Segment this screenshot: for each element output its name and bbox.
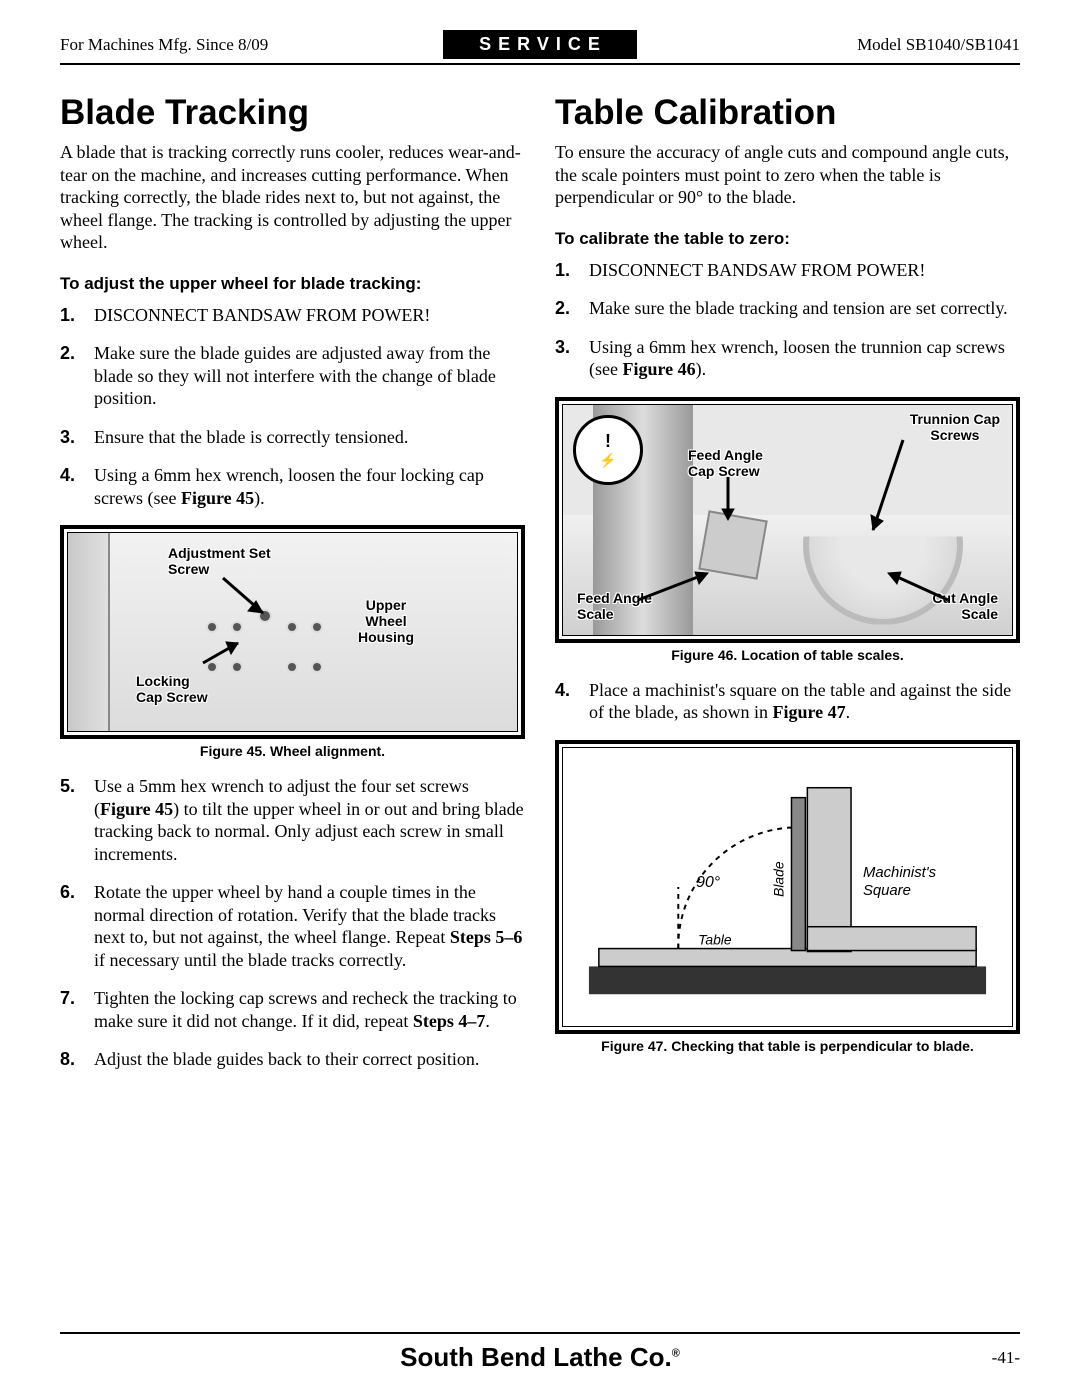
left-column: Blade Tracking A blade that is tracking … (60, 93, 525, 1087)
arrow-icon (713, 475, 743, 525)
step-6-text-a: Rotate the upper wheel by hand a couple … (94, 882, 496, 947)
step-2: Make sure the blade guides are adjusted … (60, 342, 525, 410)
step-4-text-c: ). (254, 488, 265, 508)
step-8: Adjust the blade guides back to their co… (60, 1048, 525, 1071)
figure-45-image: Adjustment Set Screw Upper Wheel Housing… (67, 532, 518, 732)
arrow-icon (218, 573, 278, 623)
figure-45-box: Adjustment Set Screw Upper Wheel Housing… (60, 525, 525, 739)
blade-tracking-steps: DISCONNECT BANDSAW FROM POWER! Make sure… (60, 304, 525, 510)
figure-46-caption: Figure 46. Location of table scales. (555, 647, 1020, 663)
arrow-icon (198, 638, 248, 668)
figure-47-image: 90° Blade Machinist's Square Table (562, 747, 1013, 1027)
tc-step-3-text-c: ). (696, 359, 707, 379)
figure-45-ref-b: Figure 45 (100, 799, 173, 819)
fig46-label-trunnion: Trunnion Cap Screws (910, 411, 1000, 443)
right-column: Table Calibration To ensure the accuracy… (555, 93, 1020, 1087)
figure-46-box: ! ⚡ Trunnion Cap Screws Feed Angle Cap S… (555, 397, 1020, 643)
step-6: Rotate the upper wheel by hand a couple … (60, 881, 525, 971)
header-left: For Machines Mfg. Since 8/09 (60, 35, 443, 55)
step-6-text-c: if necessary until the blade tracks corr… (94, 950, 406, 970)
step-3: Ensure that the blade is correctly tensi… (60, 426, 525, 449)
footer-brand: South Bend Lathe Co.® (400, 1342, 680, 1373)
tc-step-4-text-c: . (846, 702, 851, 722)
blade-tracking-steps-cont: Use a 5mm hex wrench to adjust the four … (60, 775, 525, 1071)
content-columns: Blade Tracking A blade that is tracking … (60, 93, 1020, 1087)
figure-47-ref: Figure 47 (772, 702, 845, 722)
tc-step-1: DISCONNECT BANDSAW FROM POWER! (555, 259, 1020, 282)
fig47-blade-label: Blade (771, 861, 787, 897)
figure-47-diagram: 90° Blade Machinist's Square Table (563, 748, 1012, 1026)
registered-icon: ® (672, 1347, 680, 1359)
blade-tracking-intro: A blade that is tracking correctly runs … (60, 141, 525, 254)
tc-step-3: Using a 6mm hex wrench, loosen the trunn… (555, 336, 1020, 381)
page-footer: South Bend Lathe Co.® -41- (60, 1332, 1020, 1373)
step-4-text-a: Using a 6mm hex wrench, loosen the four … (94, 465, 484, 508)
warning-icon: ! ⚡ (573, 415, 643, 485)
arrow-icon (863, 435, 913, 535)
tc-step-2: Make sure the blade tracking and tension… (555, 297, 1020, 320)
fig47-square-label-2: Square (863, 882, 911, 898)
tc-step-4: Place a machinist's square on the table … (555, 679, 1020, 724)
table-calibration-steps: DISCONNECT BANDSAW FROM POWER! Make sure… (555, 259, 1020, 381)
header-right: Model SB1040/SB1041 (637, 35, 1020, 55)
table-calibration-steps-cont: Place a machinist's square on the table … (555, 679, 1020, 724)
table-calibration-subhead: To calibrate the table to zero: (555, 229, 1020, 249)
arrow-icon (883, 570, 953, 610)
step-7: Tighten the locking cap screws and reche… (60, 987, 525, 1032)
page-header: For Machines Mfg. Since 8/09 SERVICE Mod… (60, 30, 1020, 65)
figure-46-ref: Figure 46 (622, 359, 695, 379)
steps-4-7-ref: Steps 4–7 (413, 1011, 486, 1031)
step-7-text-c: . (485, 1011, 490, 1031)
figure-45-ref: Figure 45 (181, 488, 254, 508)
fig47-angle-label: 90° (696, 874, 720, 891)
figure-47-box: 90° Blade Machinist's Square Table (555, 740, 1020, 1034)
figure-46-image: ! ⚡ Trunnion Cap Screws Feed Angle Cap S… (562, 404, 1013, 636)
footer-brand-text: South Bend Lathe Co. (400, 1342, 672, 1372)
step-1: DISCONNECT BANDSAW FROM POWER! (60, 304, 525, 327)
step-5: Use a 5mm hex wrench to adjust the four … (60, 775, 525, 865)
arrow-icon (633, 570, 713, 610)
figure-47-caption: Figure 47. Checking that table is perpen… (555, 1038, 1020, 1054)
steps-5-6-ref: Steps 5–6 (450, 927, 523, 947)
fig47-square-label-1: Machinist's (863, 865, 937, 881)
fig47-table-label: Table (698, 931, 732, 947)
fig45-label-upper: Upper Wheel Housing (358, 597, 414, 645)
blade-tracking-title: Blade Tracking (60, 93, 525, 133)
figure-45-caption: Figure 45. Wheel alignment. (60, 743, 525, 759)
blade-tracking-subhead: To adjust the upper wheel for blade trac… (60, 274, 525, 294)
table-calibration-title: Table Calibration (555, 93, 1020, 133)
header-center-badge: SERVICE (443, 30, 637, 59)
fig45-label-locking: Locking Cap Screw (136, 673, 208, 705)
step-4: Using a 6mm hex wrench, loosen the four … (60, 464, 525, 509)
page-number: -41- (992, 1348, 1020, 1368)
table-calibration-intro: To ensure the accuracy of angle cuts and… (555, 141, 1020, 209)
